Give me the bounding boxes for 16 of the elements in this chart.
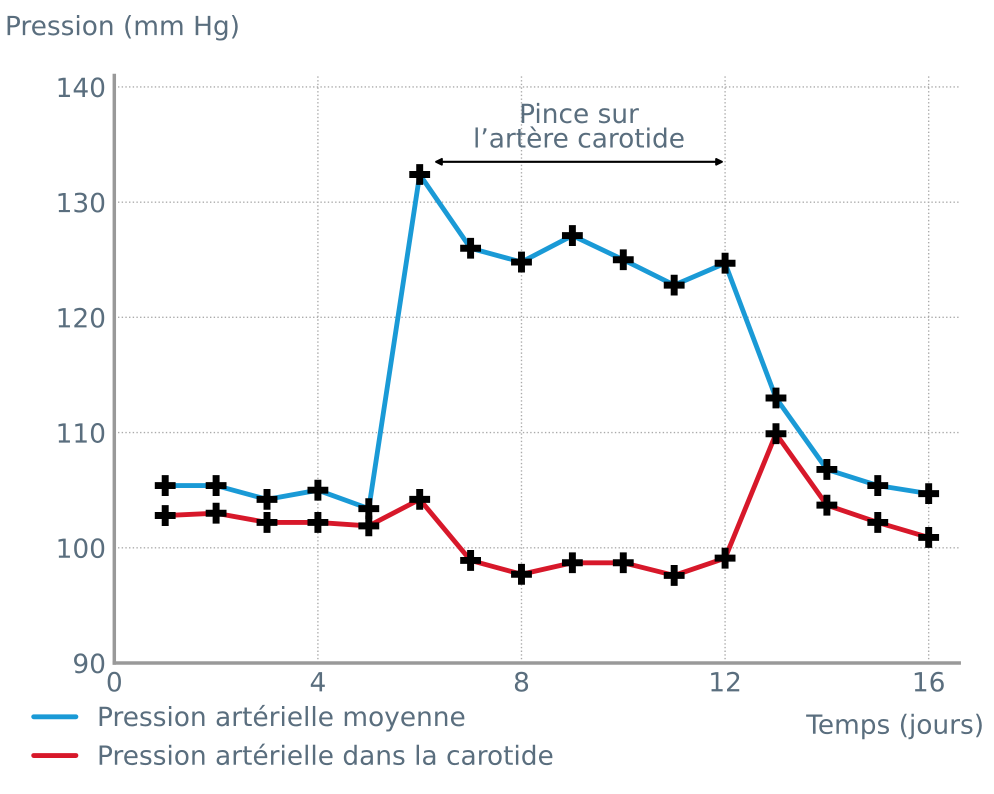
y-tick-label: 140 — [58, 77, 104, 98]
y-tick-label: 100 — [58, 538, 104, 558]
y-tick-label: 110 — [58, 423, 104, 443]
y-tick-label: 130 — [58, 192, 104, 213]
x-axis-title: Temps (jours) — [806, 714, 982, 740]
legend-label: Pression artérielle moyenne — [100, 704, 464, 732]
y-tick-label: 90 — [74, 653, 104, 674]
x-tick-label: 0 — [108, 672, 121, 692]
x-tick-label: 8 — [514, 672, 528, 692]
x-tick-label: 12 — [711, 672, 740, 692]
annotation: Pince sur l’artère carotide — [476, 102, 684, 148]
legend-label: Pression artérielle dans la carotide — [100, 744, 552, 766]
x-tick-label: 4 — [310, 672, 325, 692]
y-tick-label: 120 — [58, 308, 104, 328]
y-axis-title: Pression (mm Hg) — [8, 15, 238, 41]
x-tick-label: 16 — [914, 672, 944, 692]
